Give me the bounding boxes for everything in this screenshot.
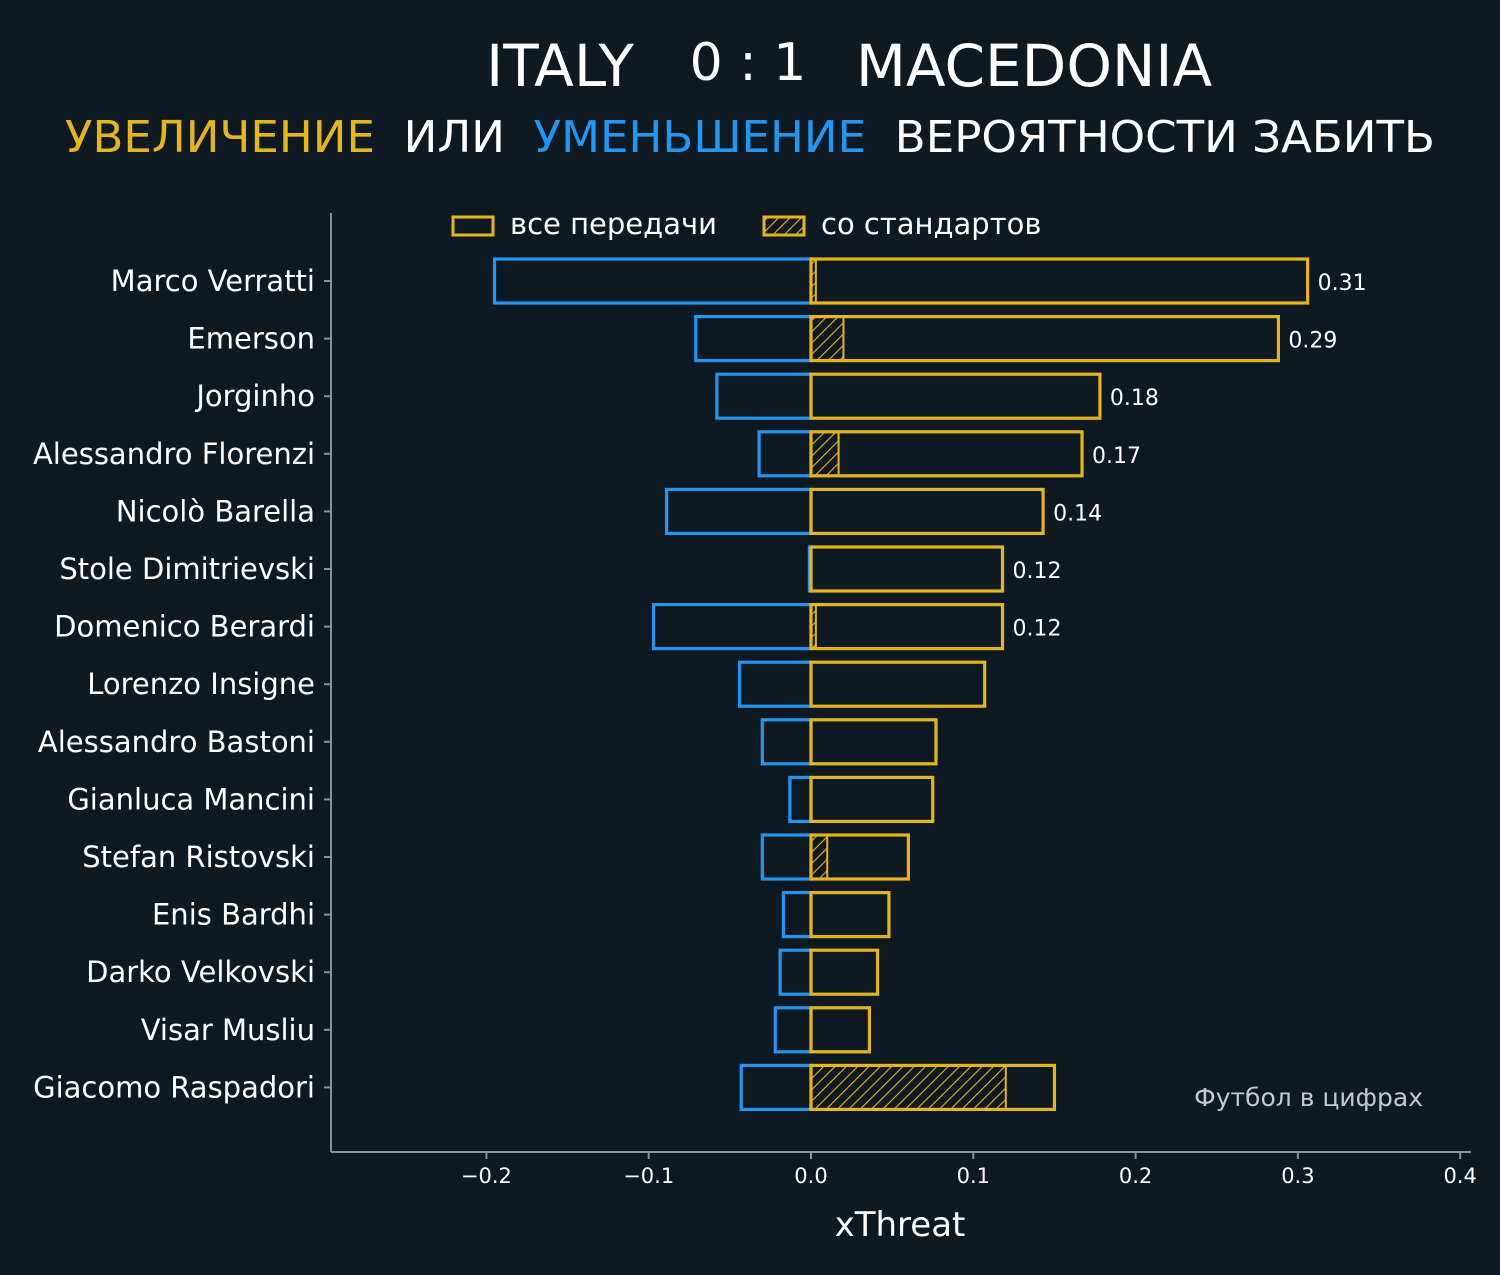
set-piece-bar xyxy=(810,834,829,880)
x-tick-label: −0.2 xyxy=(461,1164,512,1188)
team-home-title: ITALY xyxy=(486,32,634,100)
positive-bar xyxy=(809,602,1005,651)
player-label: Lorenzo Insigne xyxy=(87,667,315,701)
player-label: Visar Musliu xyxy=(141,1013,315,1047)
positive-bar xyxy=(809,315,1281,363)
value-label: 0.12 xyxy=(1013,559,1062,584)
player-label: Emerson xyxy=(187,322,315,356)
value-label: 0.12 xyxy=(1013,617,1062,642)
subtitle: УВЕЛИЧЕНИЕ ИЛИ УМЕНЬШЕНИЕ ВЕРОЯТНОСТИ ЗА… xyxy=(65,112,1435,163)
ticks-layer: −0.2 −0.1 0.0 0.1 0.2 0.3 0.4 xyxy=(324,280,1477,1188)
negative-bar xyxy=(492,257,813,305)
positive-bar xyxy=(809,833,910,881)
negative-bar xyxy=(694,315,813,363)
team-away-title: MACEDONIA xyxy=(856,32,1213,100)
player-label: Stefan Ristovski xyxy=(82,840,315,874)
player-label: Nicolò Barella xyxy=(116,494,315,528)
positive-bar xyxy=(809,890,891,939)
x-tick-label: −0.1 xyxy=(623,1164,674,1188)
negative-bar xyxy=(760,718,813,766)
legend-swatch-all-passes xyxy=(451,215,495,237)
legend-label-set-pieces: со стандартов xyxy=(821,207,1041,241)
value-label: 0.18 xyxy=(1110,386,1159,411)
set-piece-bar xyxy=(810,430,840,477)
negative-bar xyxy=(788,775,813,824)
x-tick-label: 0.3 xyxy=(1281,1164,1314,1188)
player-label: Enis Bardhi xyxy=(152,898,315,932)
labels-layer: Marco Verratti 0.31 Emerson 0.29 Jorginho 0.1… xyxy=(33,264,1367,1104)
legend-swatch-set-pieces xyxy=(762,215,806,237)
player-label: Jorginho xyxy=(194,379,315,413)
subtitle-decrease: УМЕНЬШЕНИЕ xyxy=(534,112,866,163)
positive-bar xyxy=(809,1063,1057,1112)
value-label: 0.17 xyxy=(1092,444,1141,469)
x-tick-label: 0.4 xyxy=(1443,1164,1476,1188)
negative-bar xyxy=(773,1006,813,1054)
positive-bar xyxy=(809,660,987,708)
positive-bar xyxy=(809,430,1084,478)
negative-bar xyxy=(781,890,813,939)
legend-label-all-passes: все передачи xyxy=(510,207,717,241)
positive-bar xyxy=(809,775,935,824)
negative-bar xyxy=(664,487,813,535)
positive-bar xyxy=(809,1006,872,1054)
positive-bar xyxy=(809,372,1102,420)
positive-bar xyxy=(809,948,880,996)
positive-bar xyxy=(809,545,1005,593)
set-piece-bar xyxy=(810,1064,1007,1111)
negative-bar xyxy=(737,660,813,708)
player-label: Giacomo Raspadori xyxy=(33,1070,315,1104)
player-label: Stole Dimitrievski xyxy=(59,552,315,586)
positive-bar xyxy=(809,487,1045,535)
x-tick-label: 0.2 xyxy=(1119,1164,1152,1188)
positive-bar xyxy=(809,718,938,766)
player-label: Domenico Berardi xyxy=(54,610,315,644)
x-tick-label: 0.0 xyxy=(794,1164,827,1188)
credit-watermark: Футбол в цифрах xyxy=(1194,1083,1423,1112)
value-label: 0.31 xyxy=(1318,271,1367,296)
player-label: Marco Verratti xyxy=(111,264,315,298)
set-piece-bar xyxy=(810,315,845,362)
subtitle-or: ИЛИ xyxy=(404,112,505,163)
positive-bar xyxy=(809,257,1310,305)
subtitle-rest: ВЕРОЯТНОСТИ ЗАБИТЬ xyxy=(895,112,1435,163)
player-label: Gianluca Mancini xyxy=(67,782,315,816)
value-label: 0.14 xyxy=(1053,501,1102,526)
negative-bar xyxy=(715,372,813,420)
x-tick-label: 0.1 xyxy=(957,1164,990,1188)
negative-bar xyxy=(760,833,813,881)
negative-bar xyxy=(651,602,813,651)
player-label: Darko Velkovski xyxy=(86,955,315,989)
score-title: 0 : 1 xyxy=(690,33,807,93)
negative-bar xyxy=(757,430,813,478)
negative-bar xyxy=(778,948,813,996)
subtitle-increase: УВЕЛИЧЕНИЕ xyxy=(65,112,375,163)
negative-bar xyxy=(739,1063,813,1112)
x-axis-label: xThreat xyxy=(835,1205,966,1245)
bars-layer xyxy=(492,257,1310,1112)
legend: все передачи со стандартов xyxy=(451,207,1041,241)
value-label: 0.29 xyxy=(1288,329,1337,354)
player-label: Alessandro Bastoni xyxy=(38,725,315,759)
player-label: Alessandro Florenzi xyxy=(33,437,315,471)
